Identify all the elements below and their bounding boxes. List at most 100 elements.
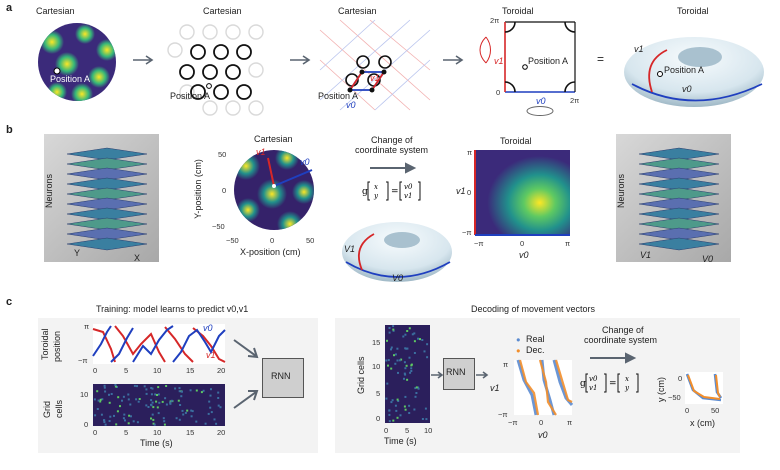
- legend-dec: Dec.: [526, 345, 545, 355]
- raster-pixel: [96, 390, 99, 393]
- raster-pixel: [180, 395, 183, 398]
- svg-text:g: g: [362, 187, 368, 197]
- raster-pixel: [388, 331, 391, 334]
- x-cm-label: x (cm): [690, 418, 715, 428]
- raster-pixel: [184, 411, 187, 414]
- torus-a-v0: v0: [682, 84, 692, 94]
- train-top-t20: 20: [217, 366, 226, 375]
- neuron-layer: [66, 147, 148, 161]
- raster-pixel: [158, 401, 161, 404]
- raster-pixel: [204, 422, 207, 425]
- lattice-diagram: [319, 19, 431, 111]
- b-y-axis-label: Y-position (cm): [192, 159, 203, 219]
- dec-grid-cells-raster: [385, 325, 430, 423]
- svg-text:v0: v0: [404, 183, 413, 191]
- raster-pixel: [200, 391, 203, 394]
- raster-pixel: [217, 404, 220, 407]
- raster-pixel: [127, 398, 130, 401]
- raster-pixel: [138, 398, 141, 400]
- raster-pixel: [135, 398, 138, 401]
- raster-pixel: [404, 373, 407, 376]
- raster-pixel: [396, 347, 399, 350]
- raster-pixel: [103, 419, 105, 422]
- raster-pixel: [163, 420, 166, 423]
- raster-pixel: [404, 333, 407, 336]
- raster-pixel: [115, 386, 118, 388]
- raster-pixel: [182, 413, 185, 416]
- torus-sq-v0: v0: [536, 96, 546, 106]
- raster-pixel: [108, 420, 111, 422]
- raster-pixel: [165, 403, 168, 406]
- raster-pixel: [94, 414, 97, 417]
- train-bot-t15: 15: [186, 428, 195, 437]
- dec-grid-cells-label: Grid cells: [356, 356, 366, 394]
- raster-pixel: [403, 372, 406, 375]
- raster-pixel: [408, 327, 411, 330]
- b-change-line2: coordinate system: [355, 145, 429, 155]
- raster-pixel: [97, 399, 100, 402]
- svg-text:y: y: [624, 384, 630, 392]
- torus-square: [504, 21, 576, 93]
- v1-axis-right: V1: [640, 250, 652, 260]
- arrow-dec-2: [476, 371, 489, 379]
- raster-pixel: [114, 385, 117, 388]
- raster-pixel: [108, 393, 110, 396]
- raster-pixel: [154, 393, 157, 396]
- raster-pixel: [403, 405, 406, 408]
- raster-pixel: [145, 404, 148, 407]
- dec-torus-xtick-pi: π: [567, 418, 573, 427]
- raster-pixel: [152, 406, 155, 409]
- neuron-layer: [638, 207, 720, 221]
- x-axis-left: X: [134, 253, 141, 263]
- arrow-a3: [443, 55, 464, 65]
- final-xy-plot: [685, 372, 723, 404]
- raster-pixel: [178, 418, 181, 421]
- neuron-layer: [66, 217, 148, 231]
- raster-pixel: [164, 397, 167, 400]
- raster-pixel: [391, 399, 394, 402]
- raster-pixel: [157, 393, 160, 396]
- raster-pixel: [127, 422, 130, 425]
- raster-pixel: [179, 404, 182, 406]
- raster-pixel: [210, 411, 213, 414]
- rnn-box-dec: [443, 358, 475, 390]
- panel-b-label: b: [6, 124, 13, 136]
- train-top-t10: 10: [153, 366, 162, 375]
- raster-pixel: [117, 396, 120, 399]
- raster-pixel: [390, 367, 393, 370]
- panel-c-label: c: [6, 296, 13, 308]
- arrow-train-bottom: [233, 390, 259, 409]
- b-mapping-formula: g x y = v0 v1: [362, 181, 421, 201]
- raster-pixel: [136, 421, 139, 424]
- b-cartesian-title: Cartesian: [254, 134, 293, 144]
- svg-text:=: =: [391, 187, 399, 197]
- b-heat-xtick-0: 0: [520, 239, 525, 248]
- grid-cells-line2: cells: [54, 399, 64, 418]
- raster-pixel: [409, 371, 412, 374]
- raster-pixel: [127, 393, 130, 396]
- svg-text:v1: v1: [589, 384, 597, 392]
- position-a-label-1: Position A: [50, 74, 91, 84]
- arrow-a2: [290, 55, 311, 65]
- raster-pixel: [150, 387, 153, 389]
- raster-pixel: [116, 410, 119, 413]
- y-axis-left: Y: [74, 248, 81, 258]
- train-bot-t0: 0: [93, 428, 98, 437]
- grid-pattern: [167, 24, 264, 116]
- final-ytick-0: 0: [678, 374, 683, 383]
- raster-pixel: [387, 359, 390, 362]
- torus-sq-v1: v1: [494, 56, 504, 66]
- neuron-layer: [638, 197, 720, 211]
- dec-ytick-10: 10: [372, 362, 381, 371]
- raster-pixel: [100, 413, 103, 416]
- raster-pixel: [414, 387, 417, 390]
- raster-pixel: [119, 405, 121, 408]
- raster-pixel: [417, 337, 419, 340]
- raster-pixel: [413, 332, 416, 335]
- raster-pixel: [190, 415, 193, 418]
- raster-pixel: [181, 409, 184, 412]
- dec-xtick-0: 0: [384, 426, 389, 435]
- b-torus-v1: V1: [344, 244, 356, 254]
- neuron-layer: [638, 177, 720, 191]
- train-bot-t10: 10: [153, 428, 162, 437]
